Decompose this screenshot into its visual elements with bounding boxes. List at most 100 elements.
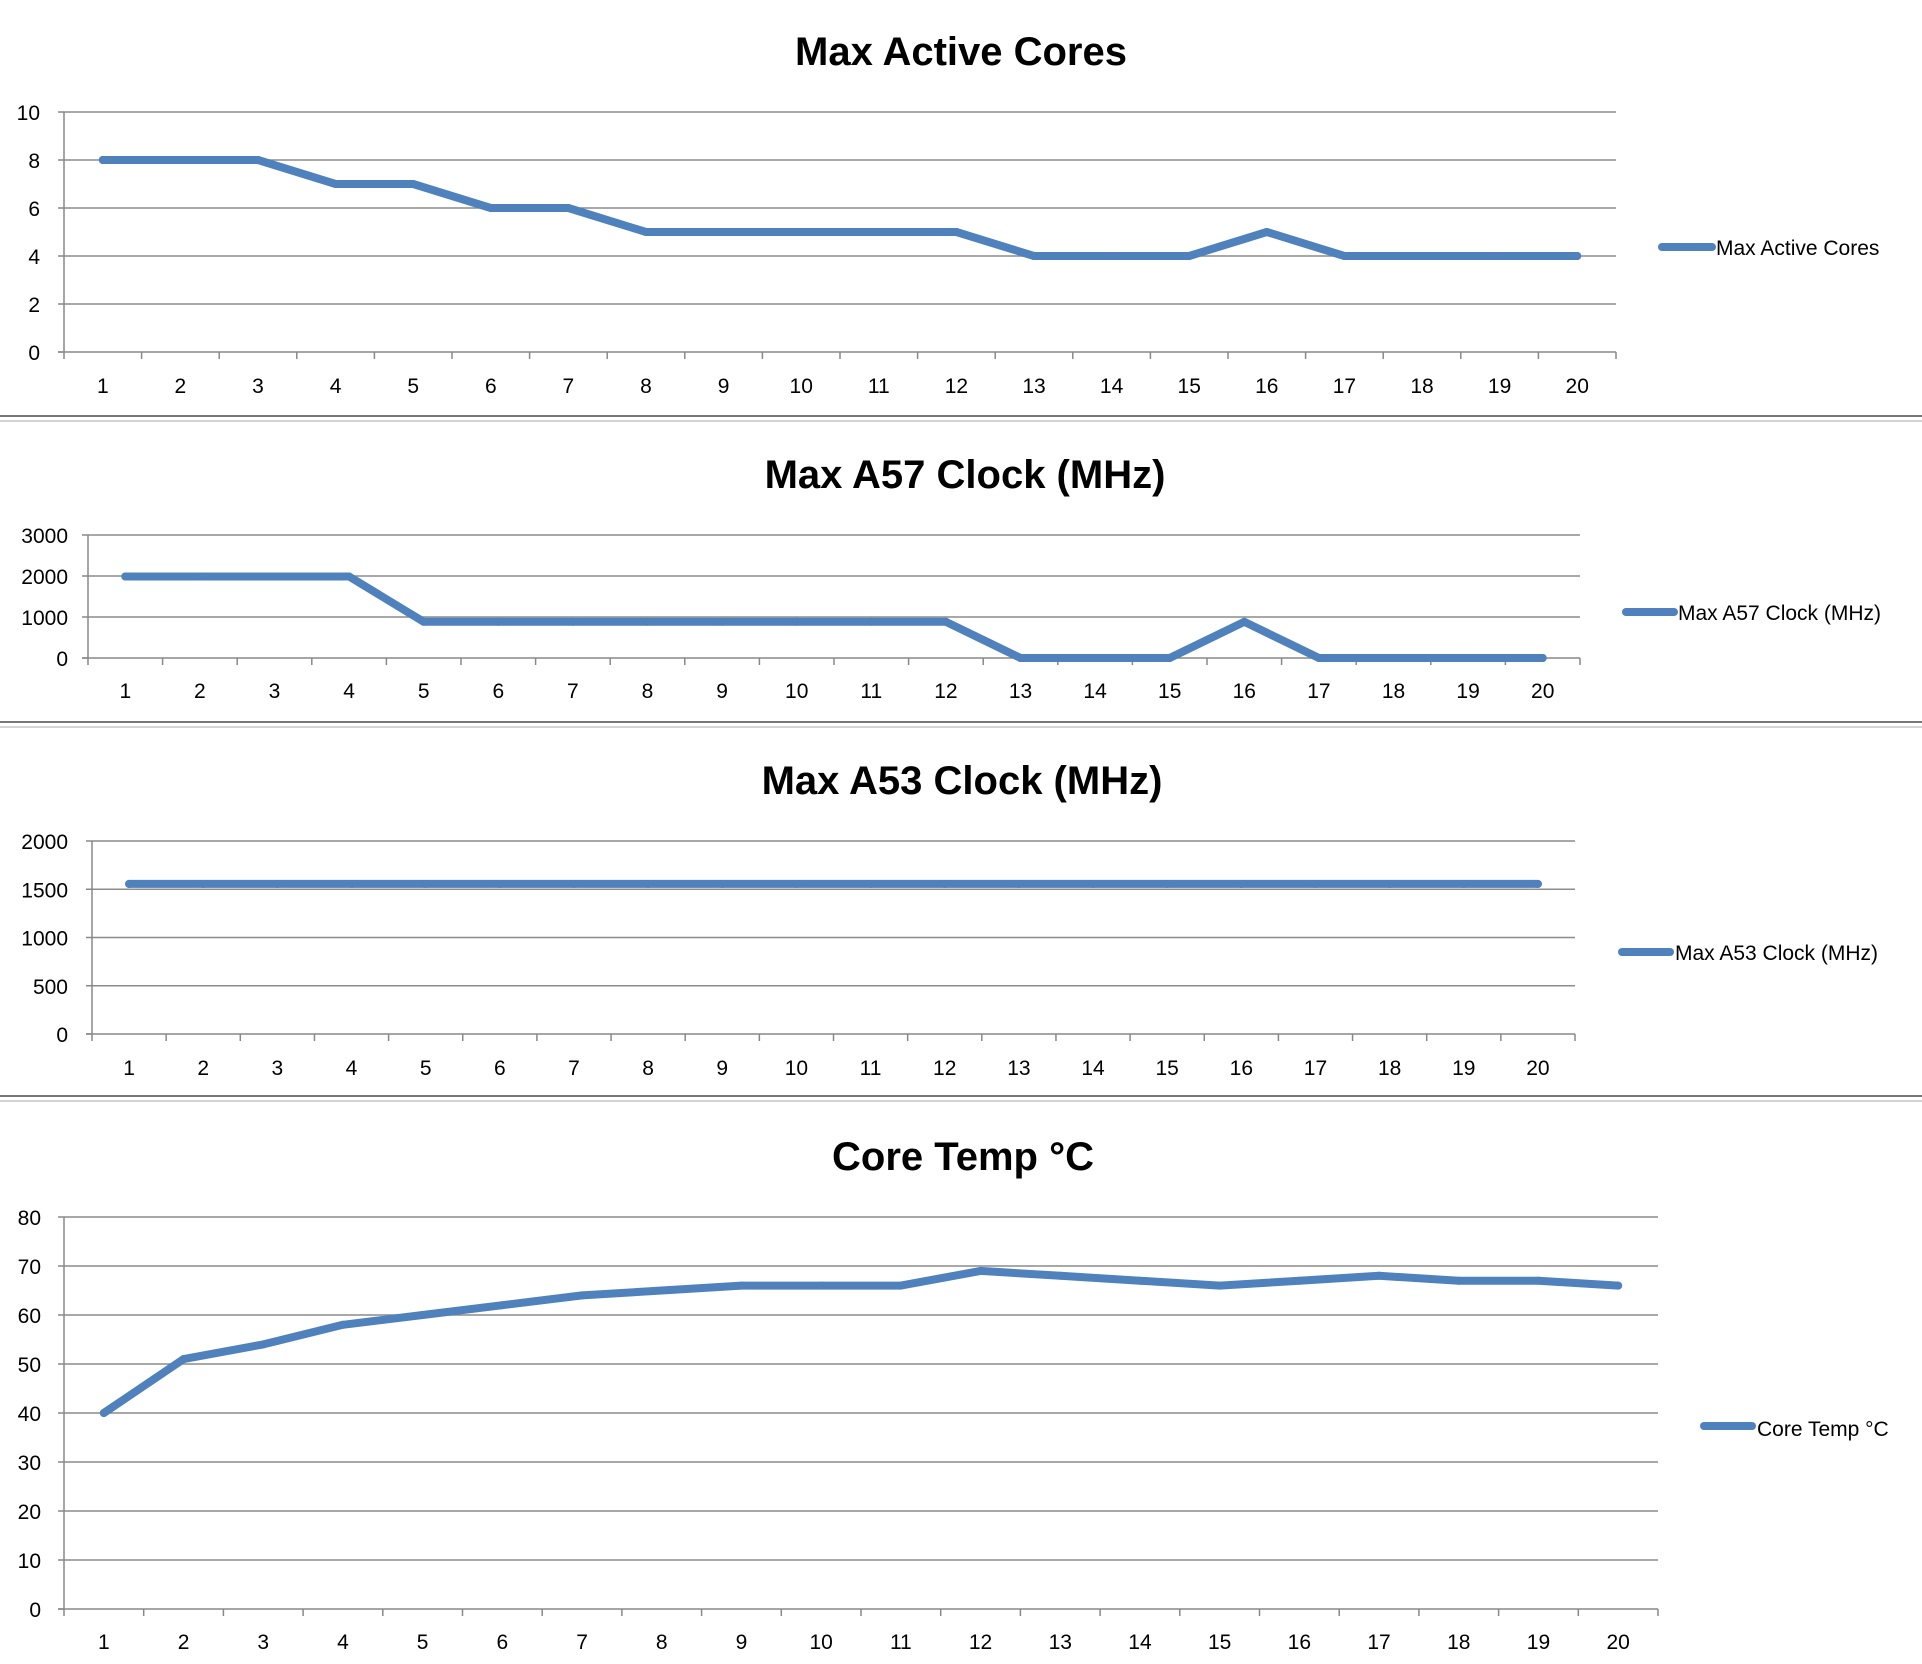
x-tick-label: 15 [1155, 1057, 1178, 1080]
y-tick-label: 70 [18, 1256, 41, 1279]
y-tick-label: 6 [28, 198, 40, 221]
x-tick-label: 13 [1049, 1631, 1072, 1654]
x-tick-label: 13 [1009, 680, 1032, 703]
x-tick-label: 19 [1456, 680, 1479, 703]
legend: Max A53 Clock (MHz) [1618, 942, 1878, 965]
x-tick-label: 3 [272, 1057, 284, 1080]
x-tick-label: 6 [497, 1631, 509, 1654]
data-point [1056, 1271, 1065, 1280]
data-point [1237, 879, 1246, 888]
data-point [657, 1286, 666, 1295]
data-point [1135, 1276, 1144, 1285]
x-tick-label: 14 [1128, 1631, 1152, 1654]
x-tick-label: 19 [1452, 1057, 1475, 1080]
data-point [121, 572, 130, 581]
x-tick-label: 5 [417, 1631, 429, 1654]
x-tick-label: 13 [1007, 1057, 1030, 1080]
y-tick-label: 1000 [21, 928, 68, 951]
data-point [1459, 879, 1468, 888]
data-point [1030, 252, 1038, 260]
data-point [179, 1355, 188, 1364]
x-tick-label: 4 [330, 375, 342, 398]
x-tick-label: 16 [1230, 1057, 1253, 1080]
x-tick-label: 2 [194, 680, 206, 703]
y-tick-label: 0 [29, 1599, 41, 1622]
data-point [99, 1409, 108, 1417]
x-tick-label: 16 [1233, 680, 1256, 703]
x-tick-label: 13 [1022, 375, 1045, 398]
x-tick-label: 2 [178, 1631, 190, 1654]
y-tick-label: 20 [18, 1501, 41, 1524]
data-point [1375, 1271, 1384, 1280]
data-point [952, 228, 961, 236]
y-tick-label: 2000 [21, 566, 68, 589]
data-point [564, 204, 573, 212]
x-tick-label: 3 [252, 375, 264, 398]
data-point [347, 879, 356, 888]
x-tick-label: 1 [97, 375, 109, 398]
data-point [1614, 1281, 1623, 1290]
data-point [1538, 654, 1547, 662]
series-line [121, 572, 1547, 662]
x-tick-label: 8 [640, 375, 652, 398]
y-tick-label: 0 [28, 342, 40, 365]
data-point [578, 1291, 587, 1300]
data-point [1533, 879, 1542, 888]
x-tick-label: 6 [494, 1057, 506, 1080]
data-point [1385, 879, 1394, 888]
data-point [940, 879, 949, 888]
x-tick-label: 12 [945, 375, 968, 398]
x-tick-label: 11 [868, 375, 890, 398]
data-point [1464, 654, 1473, 662]
x-tick-label: 19 [1527, 1631, 1550, 1654]
x-tick-label: 6 [485, 375, 497, 398]
x-tick-label: 16 [1255, 375, 1278, 398]
legend: Max A57 Clock (MHz) [1622, 602, 1881, 625]
x-tick-label: 4 [343, 680, 355, 703]
x-tick-label: 18 [1378, 1057, 1401, 1080]
data-point [98, 156, 107, 164]
x-tick-label: 1 [123, 1057, 135, 1080]
x-tick-label: 10 [809, 1631, 832, 1654]
x-tick-label: 20 [1526, 1057, 1549, 1080]
x-tick-label: 1 [119, 680, 131, 703]
series-line [98, 156, 1582, 260]
data-point [1311, 879, 1320, 888]
x-tick-label: 10 [785, 680, 808, 703]
x-tick-label: 12 [933, 1057, 956, 1080]
x-tick-label: 15 [1178, 375, 1201, 398]
series-line [99, 1266, 1623, 1417]
x-tick-label: 7 [576, 1631, 588, 1654]
y-tick-label: 4 [28, 246, 40, 269]
x-tick-label: 20 [1531, 680, 1554, 703]
x-tick-label: 12 [969, 1631, 992, 1654]
x-tick-label: 10 [790, 375, 813, 398]
x-tick-label: 12 [934, 680, 957, 703]
x-tick-label: 19 [1488, 375, 1511, 398]
x-tick-label: 11 [860, 680, 882, 703]
x-tick-label: 3 [269, 680, 281, 703]
x-tick-label: 2 [175, 375, 187, 398]
data-point [419, 617, 428, 626]
x-tick-label: 9 [718, 375, 730, 398]
legend: Max Active Cores [1658, 237, 1879, 260]
x-tick-label: 18 [1447, 1631, 1470, 1654]
data-point [941, 617, 950, 626]
x-tick-label: 17 [1304, 1057, 1327, 1080]
data-point [737, 1281, 746, 1290]
x-tick-label: 5 [418, 680, 430, 703]
data-point [1573, 252, 1582, 260]
data-point [1418, 252, 1426, 260]
y-tick-label: 50 [18, 1354, 41, 1377]
x-tick-label: 15 [1158, 680, 1181, 703]
y-tick-label: 10 [17, 102, 40, 125]
x-tick-label: 4 [346, 1057, 358, 1080]
data-point [568, 617, 577, 626]
data-point [270, 572, 279, 581]
y-tick-label: 30 [18, 1452, 41, 1475]
data-point [195, 572, 204, 581]
